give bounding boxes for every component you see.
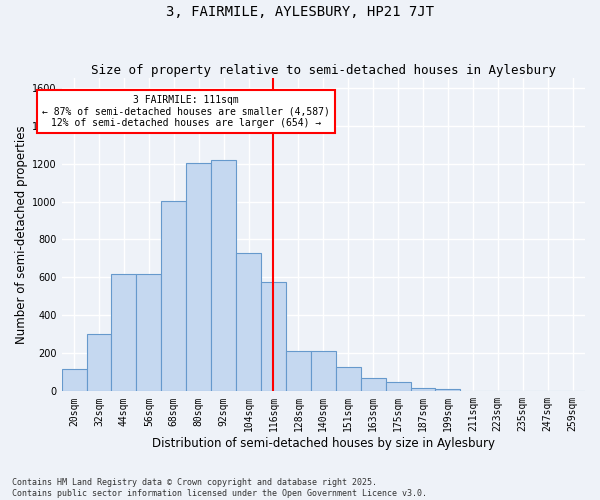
- Bar: [86, 334, 112, 392]
- X-axis label: Distribution of semi-detached houses by size in Aylesbury: Distribution of semi-detached houses by …: [152, 437, 495, 450]
- Text: 3 FAIRMILE: 111sqm
← 87% of semi-detached houses are smaller (4,587)
12% of semi: 3 FAIRMILE: 111sqm ← 87% of semi-detache…: [43, 95, 330, 128]
- Y-axis label: Number of semi-detached properties: Number of semi-detached properties: [15, 126, 28, 344]
- Bar: [311, 350, 336, 392]
- Bar: [386, 382, 410, 392]
- Bar: [436, 390, 460, 392]
- Bar: [336, 366, 361, 392]
- Bar: [186, 162, 211, 392]
- Bar: [136, 274, 161, 392]
- Bar: [286, 350, 311, 392]
- Bar: [62, 368, 86, 392]
- Text: Contains HM Land Registry data © Crown copyright and database right 2025.
Contai: Contains HM Land Registry data © Crown c…: [12, 478, 427, 498]
- Bar: [460, 391, 485, 392]
- Text: 3, FAIRMILE, AYLESBURY, HP21 7JT: 3, FAIRMILE, AYLESBURY, HP21 7JT: [166, 5, 434, 19]
- Bar: [410, 388, 436, 392]
- Bar: [261, 282, 286, 392]
- Bar: [236, 253, 261, 392]
- Bar: [161, 200, 186, 392]
- Bar: [361, 378, 386, 392]
- Bar: [211, 160, 236, 392]
- Bar: [112, 274, 136, 392]
- Title: Size of property relative to semi-detached houses in Aylesbury: Size of property relative to semi-detach…: [91, 64, 556, 77]
